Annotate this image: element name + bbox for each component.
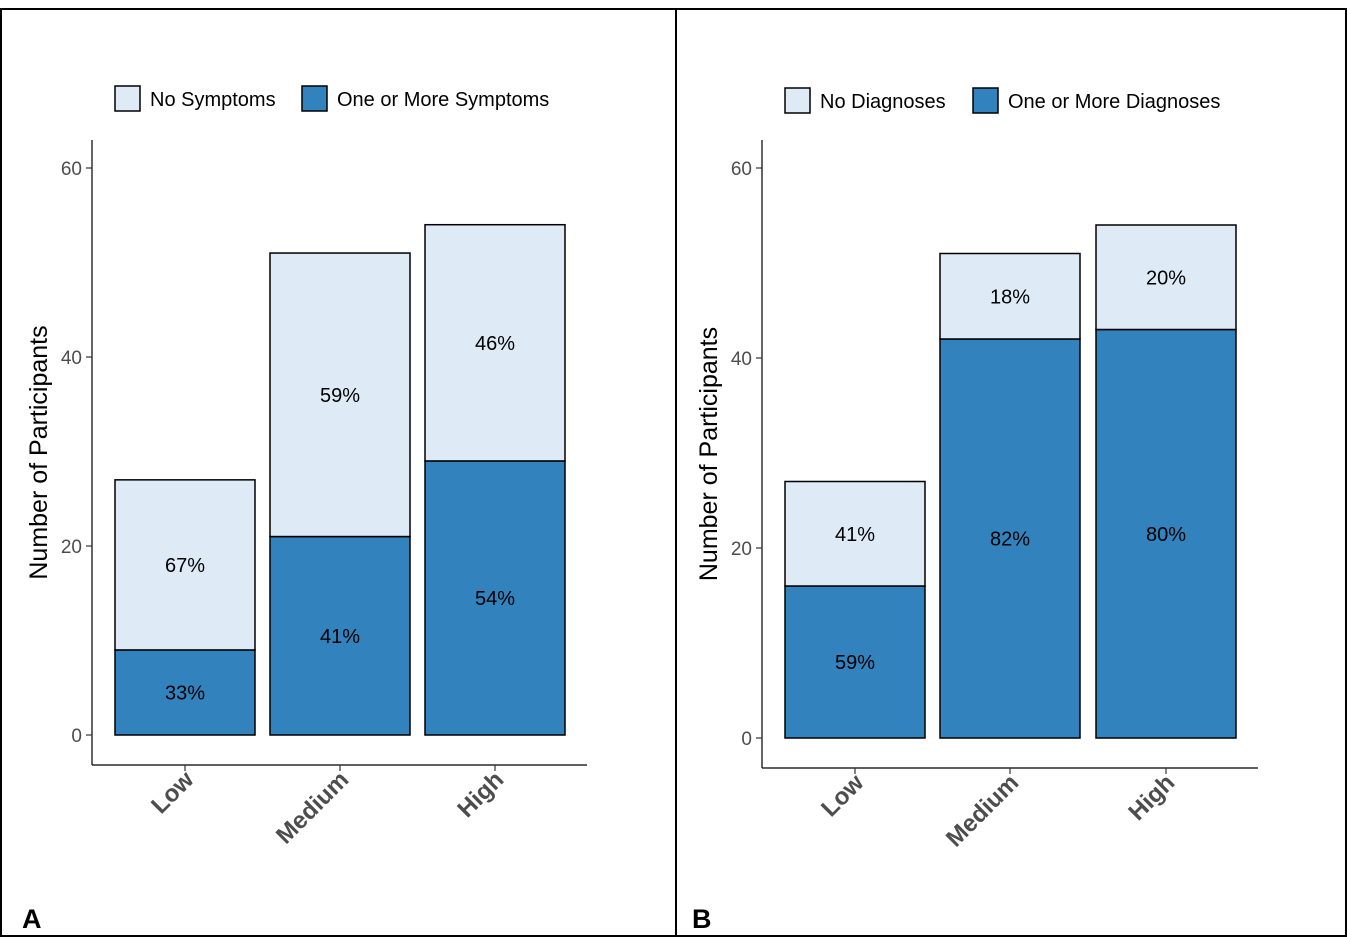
y-tick-label: 40 <box>731 349 752 370</box>
y-tick-label: 20 <box>61 537 82 558</box>
data-label: 59% <box>320 385 360 407</box>
data-label: 67% <box>165 555 205 577</box>
bar-high-top <box>424 223 566 462</box>
y-tick-label: 40 <box>61 348 82 369</box>
x-tick-label: Low <box>146 766 199 819</box>
y-tick-label: 60 <box>61 159 82 180</box>
data-label: 59% <box>835 652 875 674</box>
bar-medium-bottom <box>939 338 1081 739</box>
panel-letter: B <box>692 904 712 934</box>
bar-high-bottom <box>1095 328 1237 739</box>
y-tick-label: 20 <box>731 539 752 560</box>
x-tick-label: Medium <box>941 769 1024 852</box>
bar-medium-bottom <box>269 535 411 736</box>
x-tick-label: Low <box>816 769 869 822</box>
data-label: 18% <box>990 286 1030 308</box>
y-tick-label: 0 <box>741 729 752 750</box>
legend-swatch <box>972 87 999 114</box>
data-label: 20% <box>1146 267 1186 289</box>
x-tick-label: Medium <box>271 766 354 849</box>
legend-label: One or More Diagnoses <box>1008 91 1220 113</box>
y-axis-label: Number of Participants <box>695 327 723 581</box>
legend-label: No Symptoms <box>150 89 276 111</box>
bar-medium-top <box>939 252 1081 340</box>
legend-swatch <box>784 87 811 114</box>
data-label: 80% <box>1146 524 1186 546</box>
bar-low-top <box>784 480 926 587</box>
legend-swatch <box>301 85 328 112</box>
legend-label: No Diagnoses <box>820 91 946 113</box>
legend-label: One or More Symptoms <box>337 89 549 111</box>
bar-low-bottom <box>784 585 926 739</box>
bar-high-bottom <box>424 460 566 736</box>
panel-b: 0 20 40 60 Number of Participants 59% 41% Low 82… <box>692 87 1258 934</box>
data-label: 46% <box>475 333 515 355</box>
x-tick-label: High <box>452 766 509 823</box>
data-label: 54% <box>475 588 515 610</box>
y-tick-label: 0 <box>71 726 82 747</box>
data-label: 33% <box>165 682 205 704</box>
data-label: 82% <box>990 529 1030 551</box>
legend-swatch <box>114 85 141 112</box>
bar-low-top <box>114 479 256 651</box>
y-axis-label: Number of Participants <box>25 325 53 579</box>
bar-high-top <box>1095 224 1237 331</box>
x-tick-label: High <box>1123 769 1180 826</box>
y-tick-label: 60 <box>731 159 752 180</box>
panel-b-border <box>675 8 1347 937</box>
data-label: 41% <box>320 626 360 648</box>
data-label: 41% <box>835 524 875 546</box>
panel-a: 0 20 40 60 Number of Participants 33% 67% Low 41… <box>22 85 587 934</box>
panel-letter: A <box>22 904 42 934</box>
bar-medium-top <box>269 252 411 538</box>
